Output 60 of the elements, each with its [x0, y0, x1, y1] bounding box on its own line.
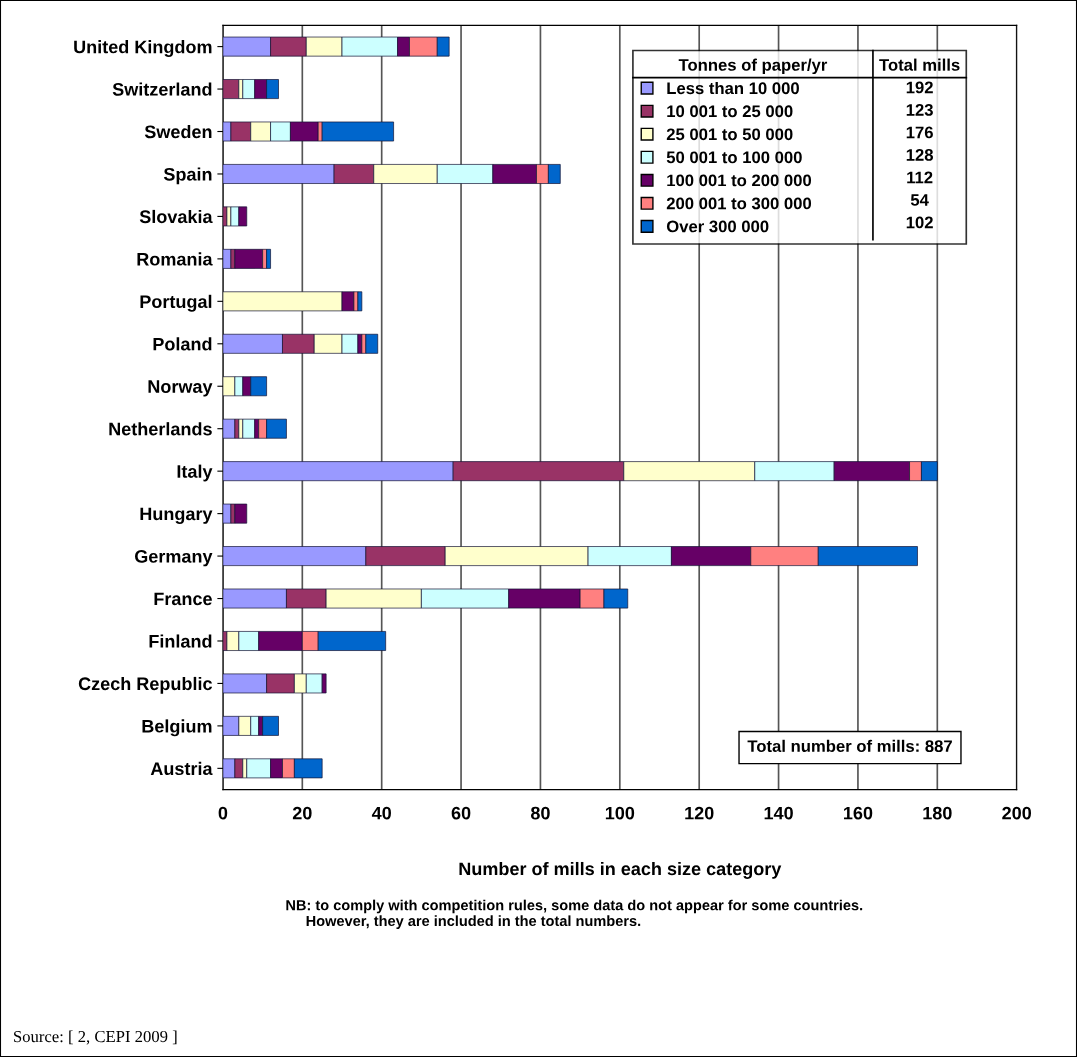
- x-tick-label: 20: [292, 806, 312, 820]
- legend-label: Less than 10 000: [667, 81, 799, 95]
- y-tick-label: Czech Republic: [78, 676, 212, 694]
- y-tick-label: Poland: [153, 337, 212, 351]
- bar: [266, 248, 271, 269]
- y-tick-label: Romania: [137, 252, 213, 266]
- legend-label: Over 300 000: [666, 220, 769, 233]
- y-tick-label: Portugal: [140, 294, 212, 312]
- x-tick-label: 40: [371, 806, 391, 820]
- bar: [357, 291, 363, 312]
- y-tick-label: Switzerland: [112, 82, 212, 96]
- annotation: 123: [906, 104, 933, 116]
- legend-label: 200 001 to 300 000: [666, 197, 812, 210]
- y-tick-label: Germany: [134, 550, 213, 567]
- y-tick-label: United Kingdom: [74, 40, 212, 57]
- legend-label: 100 001 to 200 000: [667, 174, 812, 187]
- source-note: Source: [ 2, CEPI 2009 ]: [14, 1030, 177, 1045]
- y-tick-label: Netherlands: [109, 422, 212, 436]
- x-tick-label: 140: [764, 806, 793, 820]
- text: NB: to comply with competition rules, some data do not appear for some countries. However, they are included in the total numbers.: [286, 899, 863, 929]
- x-tick-label: 60: [451, 806, 471, 820]
- y-tick-label: Sweden: [144, 124, 212, 139]
- y-tick-label: Italy: [177, 464, 213, 482]
- y-tick-label: Norway: [148, 380, 213, 397]
- annotation: Total mills: [879, 58, 960, 71]
- bar: [234, 503, 248, 524]
- y-tick-label: Austria: [150, 761, 213, 776]
- x-tick-label: 160: [844, 806, 873, 820]
- annotation: 192: [906, 81, 933, 94]
- bar: [242, 418, 256, 439]
- y-tick-label: Finland: [149, 634, 212, 648]
- legend-label: 10 001 to 25 000: [667, 105, 793, 118]
- bar: [222, 418, 236, 439]
- bar: [321, 121, 394, 142]
- x-tick-label: 120: [685, 806, 714, 820]
- legend-title: Tonnes of paper/yr: [678, 58, 828, 75]
- y-tick-label: Hungary: [140, 507, 213, 524]
- legend-label: 50 001 to 100 000: [666, 151, 802, 164]
- annotation: 112: [907, 171, 933, 184]
- x-tick-label: 200: [1002, 806, 1032, 820]
- y-tick-label: Belgium: [142, 719, 212, 737]
- bar: [222, 503, 232, 524]
- annotation: 128: [906, 149, 934, 161]
- bar: [262, 715, 279, 736]
- annotation: 102: [906, 216, 933, 229]
- x-tick-label: 180: [923, 806, 952, 820]
- x-tick-label: 100: [605, 806, 635, 820]
- bar: [222, 79, 240, 99]
- x-tick-label: 80: [530, 806, 550, 820]
- annotation: 176: [906, 126, 933, 139]
- y-tick-label: Slovakia: [139, 209, 213, 224]
- bar: [365, 333, 379, 354]
- annotation: Total number of mills: 887: [747, 739, 952, 753]
- x-tick-label: 0: [218, 806, 228, 820]
- y-tick-label: Spain: [163, 167, 212, 185]
- y-tick-label: France: [154, 592, 212, 606]
- legend-label: 25 001 to 50 000: [666, 128, 793, 141]
- bar: [234, 248, 263, 269]
- x-axis-title: Number of mills in each size category: [459, 861, 782, 879]
- annotation: 54: [910, 194, 929, 206]
